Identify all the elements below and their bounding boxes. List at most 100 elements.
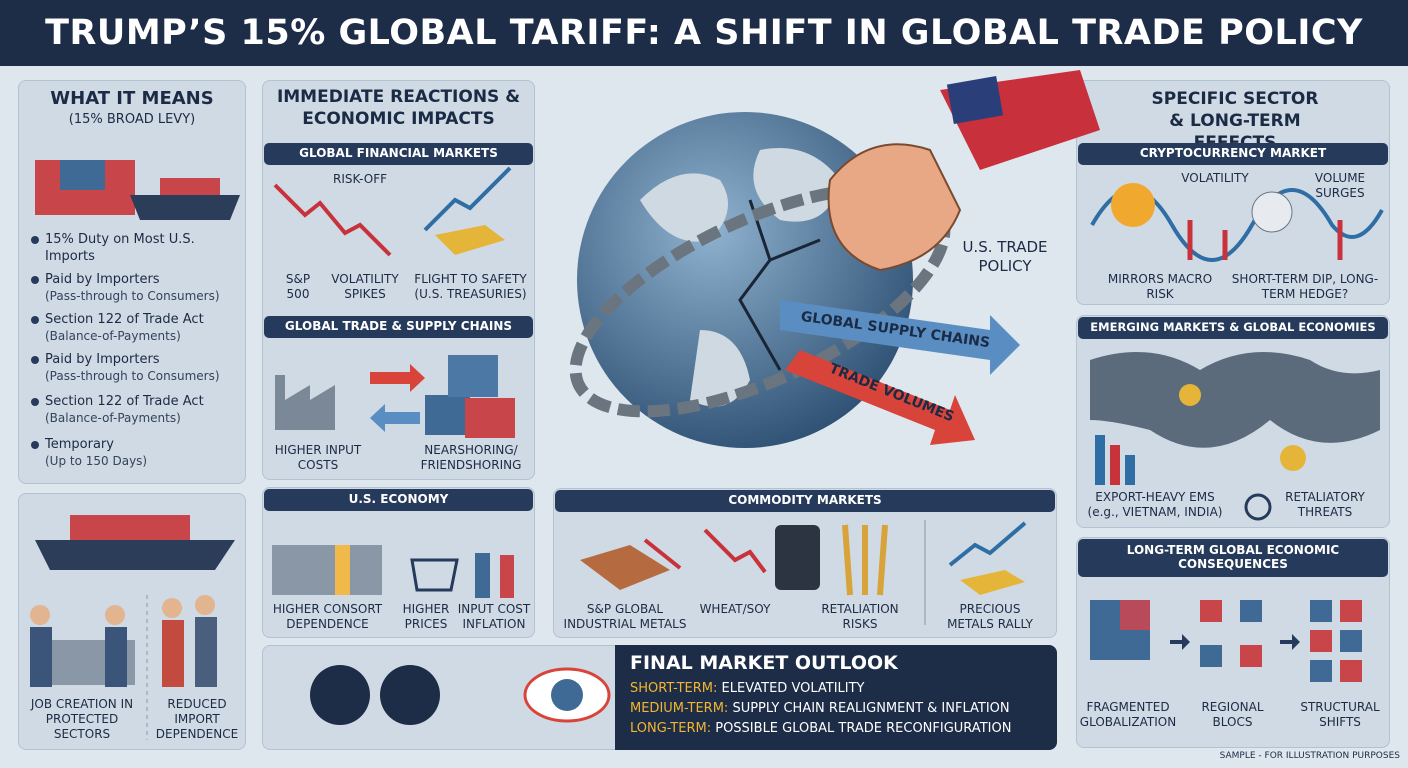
binoculars — [380, 665, 440, 725]
subheading: (15% BROAD LEVY) — [68, 112, 196, 127]
item-main: Section 122 of Trade Act — [45, 312, 204, 327]
footer-note: SAMPLE - FOR ILLUSTRATION PURPOSES — [1219, 751, 1400, 761]
containers — [60, 160, 105, 190]
shape — [1240, 645, 1262, 667]
rising-line — [423, 166, 512, 232]
shape — [31, 276, 39, 284]
label: S&P GLOBAL INDUSTRIAL METALS — [563, 602, 687, 631]
list-item: Paid by Importers (Pass-through to Consum… — [45, 352, 255, 384]
worker — [30, 627, 52, 687]
list-item: Temporary (Up to 150 Days) — [45, 437, 255, 469]
bar — [1095, 435, 1105, 485]
oil-barrel — [775, 525, 820, 590]
item-main: Temporary — [45, 437, 114, 452]
list-item: 15% Duty on Most U.S. Imports — [45, 232, 195, 264]
label: SHORT-TERM DIP, LONG-TERM HEDGE? — [1231, 272, 1379, 301]
label: VOLUME SURGES — [1314, 171, 1366, 200]
person — [195, 595, 215, 615]
binoculars — [310, 665, 370, 725]
worker — [30, 605, 50, 625]
continents — [640, 148, 840, 407]
shape — [31, 441, 39, 449]
row-label: SHORT-TERM: — [630, 681, 718, 696]
item-main: Paid by Importers — [45, 352, 160, 367]
puzzle — [1120, 600, 1150, 630]
row-text: ELEVATED VOLATILITY — [721, 681, 865, 696]
family — [500, 555, 514, 598]
row-text: SUPPLY CHAIN REALIGNMENT & INFLATION — [732, 701, 1010, 716]
ship-cargo — [160, 178, 220, 195]
item-sub: (Pass-through to Consumers) — [45, 288, 220, 303]
container — [448, 355, 498, 397]
label: REGIONAL BLOCS — [1201, 700, 1264, 729]
shape — [1200, 600, 1222, 622]
label: RETALIATORY THREATS — [1285, 490, 1365, 519]
bullets — [31, 236, 39, 449]
item-sub: (Up to 150 Days) — [45, 453, 148, 468]
list-item: Paid by Importers (Pass-through to Consum… — [45, 272, 255, 304]
section-title: GLOBAL FINANCIAL MARKETS — [264, 143, 533, 165]
outlook-title: FINAL MARKET OUTLOOK — [630, 652, 898, 674]
rising-line — [948, 521, 1027, 567]
family — [475, 553, 490, 598]
gold-bar — [435, 225, 505, 255]
label: EXPORT-HEAVY EMS (e.g., VIETNAM, INDIA) — [1087, 490, 1223, 519]
falling-line — [273, 183, 392, 257]
label: HIGHER PRICES — [402, 602, 450, 631]
label: INPUT COST INFLATION — [457, 602, 531, 631]
label: S&P 500 — [285, 272, 311, 301]
shape — [1310, 660, 1332, 682]
person — [162, 598, 182, 618]
coin — [1280, 445, 1306, 471]
outlook-row: MEDIUM-TERM: SUPPLY CHAIN REALIGNMENT & … — [630, 701, 1010, 716]
shape — [1340, 600, 1362, 622]
person — [162, 620, 184, 687]
list-item: Section 122 of Trade Act (Balance-of-Paym… — [45, 394, 255, 426]
outlook-row: SHORT-TERM: ELEVATED VOLATILITY — [630, 681, 865, 696]
label: HIGHER CONSORT DEPENDENCE — [272, 602, 383, 631]
person — [195, 617, 217, 687]
arrow-supply — [780, 300, 1020, 375]
crack — [738, 199, 821, 371]
row-text: POSSIBLE GLOBAL TRADE RECONFIGURATION — [715, 721, 1012, 736]
bitcoin — [1111, 183, 1155, 227]
arrow-right — [370, 364, 425, 392]
factory — [272, 545, 382, 595]
item-sub: (Balance-of-Payments) — [45, 328, 181, 343]
volume-bars — [1187, 220, 1343, 260]
label: RISK-OFF — [332, 172, 388, 186]
ship — [130, 195, 240, 220]
label: REDUCED IMPORT DEPENDENCE — [155, 697, 239, 741]
bar — [1125, 455, 1135, 485]
label: NEARSHORING/ FRIENDSHORING — [420, 443, 522, 472]
list-item: Section 122 of Trade Act (Balance-of-Paym… — [45, 312, 255, 344]
section-title: COMMODITY MARKETS — [555, 490, 1055, 512]
shape — [31, 398, 39, 406]
label: VOLATILITY — [1181, 171, 1249, 185]
outlook-row: LONG-TERM: POSSIBLE GLOBAL TRADE RECONFI… — [630, 721, 1011, 736]
label: WHEAT/SOY — [699, 602, 771, 616]
gold-bar — [960, 570, 1025, 595]
label: MIRRORS MACRO RISK — [1107, 272, 1213, 301]
wheat — [842, 524, 888, 596]
section-title: GLOBAL TRADE & SUPPLY CHAINS — [264, 316, 533, 338]
shape — [31, 236, 39, 244]
arrow-down — [703, 528, 767, 574]
factory — [275, 375, 335, 430]
item-sub: (Pass-through to Consumers) — [45, 368, 220, 383]
shape — [1340, 630, 1362, 652]
row-label: LONG-TERM: — [630, 721, 712, 736]
title: TRUMP’S 15% GLOBAL TARIFF: A SHIFT IN GL… — [45, 13, 1363, 53]
section-title: CRYPTOCURRENCY MARKET — [1078, 143, 1388, 165]
copper-bars — [580, 545, 670, 590]
blocks — [1200, 600, 1362, 682]
container — [425, 395, 470, 435]
globe-icon — [1244, 493, 1272, 521]
section-title: U.S. ECONOMY — [264, 489, 533, 511]
shape — [1310, 630, 1332, 652]
label: STRUCTURAL SHIFTS — [1300, 700, 1380, 729]
ether — [1251, 191, 1293, 233]
label: HIGHER INPUT COSTS — [274, 443, 362, 472]
